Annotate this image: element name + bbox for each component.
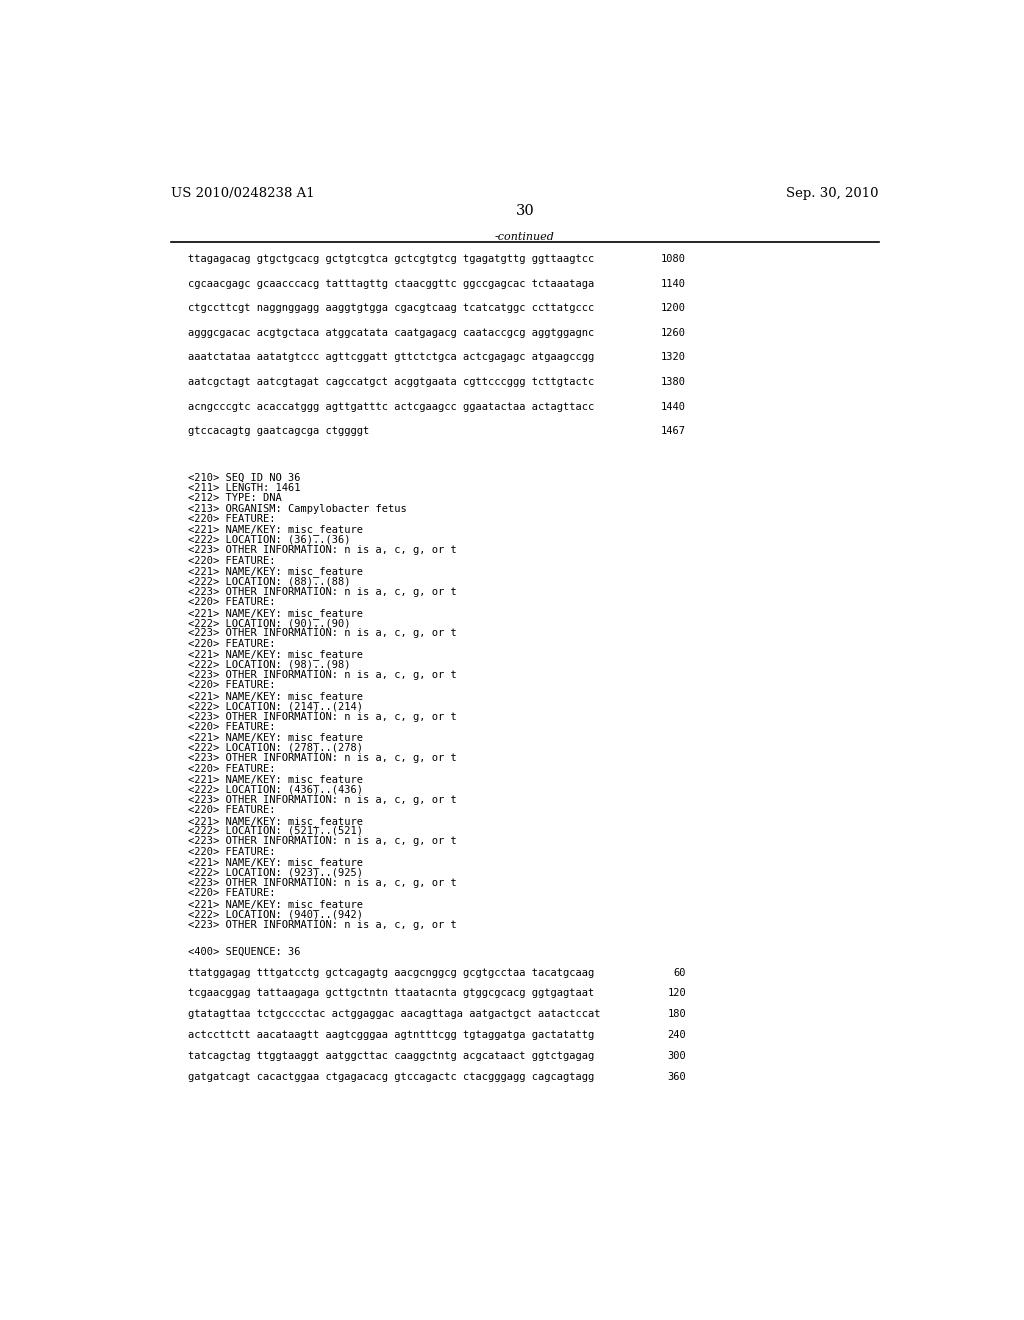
Text: <220> FEATURE:: <220> FEATURE:: [188, 598, 275, 607]
Text: <220> FEATURE:: <220> FEATURE:: [188, 805, 275, 816]
Text: Sep. 30, 2010: Sep. 30, 2010: [786, 187, 879, 199]
Text: <210> SEQ ID NO 36: <210> SEQ ID NO 36: [188, 473, 301, 483]
Text: <221> NAME/KEY: misc_feature: <221> NAME/KEY: misc_feature: [188, 816, 364, 826]
Text: <221> NAME/KEY: misc_feature: <221> NAME/KEY: misc_feature: [188, 566, 364, 577]
Text: aaatctataa aatatgtccc agttcggatt gttctctgca actcgagagc atgaagccgg: aaatctataa aatatgtccc agttcggatt gttctct…: [188, 352, 595, 363]
Text: 1320: 1320: [662, 352, 686, 363]
Text: 1467: 1467: [662, 426, 686, 437]
Text: 1200: 1200: [662, 304, 686, 313]
Text: ctgccttcgt naggnggagg aaggtgtgga cgacgtcaag tcatcatggc ccttatgccc: ctgccttcgt naggnggagg aaggtgtgga cgacgtc…: [188, 304, 595, 313]
Text: <223> OTHER INFORMATION: n is a, c, g, or t: <223> OTHER INFORMATION: n is a, c, g, o…: [188, 754, 457, 763]
Text: cgcaacgagc gcaacccacg tatttagttg ctaacggttc ggccgagcac tctaaataga: cgcaacgagc gcaacccacg tatttagttg ctaacgg…: [188, 279, 595, 289]
Text: acngcccgtc acaccatggg agttgatttc actcgaagcc ggaatactaa actagttacc: acngcccgtc acaccatggg agttgatttc actcgaa…: [188, 401, 595, 412]
Text: <221> NAME/KEY: misc_feature: <221> NAME/KEY: misc_feature: [188, 690, 364, 702]
Text: ttatggagag tttgatcctg gctcagagtg aacgcnggcg gcgtgcctaa tacatgcaag: ttatggagag tttgatcctg gctcagagtg aacgcng…: [188, 968, 595, 978]
Text: <223> OTHER INFORMATION: n is a, c, g, or t: <223> OTHER INFORMATION: n is a, c, g, o…: [188, 711, 457, 722]
Text: 1260: 1260: [662, 327, 686, 338]
Text: 30: 30: [515, 203, 535, 218]
Text: <221> NAME/KEY: misc_feature: <221> NAME/KEY: misc_feature: [188, 899, 364, 909]
Text: <222> LOCATION: (521)..(521): <222> LOCATION: (521)..(521): [188, 826, 364, 836]
Text: <213> ORGANISM: Campylobacter fetus: <213> ORGANISM: Campylobacter fetus: [188, 504, 408, 513]
Text: gtatagttaa tctgcccctac actggaggac aacagttaga aatgactgct aatactccat: gtatagttaa tctgcccctac actggaggac aacagt…: [188, 1010, 601, 1019]
Text: 180: 180: [668, 1010, 686, 1019]
Text: 60: 60: [674, 968, 686, 978]
Text: tatcagctag ttggtaaggt aatggcttac caaggctntg acgcataact ggtctgagag: tatcagctag ttggtaaggt aatggcttac caaggct…: [188, 1051, 595, 1061]
Text: <221> NAME/KEY: misc_feature: <221> NAME/KEY: misc_feature: [188, 649, 364, 660]
Text: <222> LOCATION: (940)..(942): <222> LOCATION: (940)..(942): [188, 909, 364, 919]
Text: actccttctt aacataagtt aagtcgggaa agtntttcgg tgtaggatga gactatattg: actccttctt aacataagtt aagtcgggaa agtnttt…: [188, 1030, 595, 1040]
Text: 120: 120: [668, 989, 686, 998]
Text: <212> TYPE: DNA: <212> TYPE: DNA: [188, 494, 283, 503]
Text: <223> OTHER INFORMATION: n is a, c, g, or t: <223> OTHER INFORMATION: n is a, c, g, o…: [188, 795, 457, 805]
Text: <211> LENGTH: 1461: <211> LENGTH: 1461: [188, 483, 301, 492]
Text: <220> FEATURE:: <220> FEATURE:: [188, 888, 275, 899]
Text: <400> SEQUENCE: 36: <400> SEQUENCE: 36: [188, 946, 301, 957]
Text: <223> OTHER INFORMATION: n is a, c, g, or t: <223> OTHER INFORMATION: n is a, c, g, o…: [188, 920, 457, 929]
Text: <223> OTHER INFORMATION: n is a, c, g, or t: <223> OTHER INFORMATION: n is a, c, g, o…: [188, 628, 457, 639]
Text: <222> LOCATION: (278)..(278): <222> LOCATION: (278)..(278): [188, 743, 364, 752]
Text: <220> FEATURE:: <220> FEATURE:: [188, 515, 275, 524]
Text: <220> FEATURE:: <220> FEATURE:: [188, 556, 275, 566]
Text: <220> FEATURE:: <220> FEATURE:: [188, 681, 275, 690]
Text: <223> OTHER INFORMATION: n is a, c, g, or t: <223> OTHER INFORMATION: n is a, c, g, o…: [188, 878, 457, 888]
Text: <223> OTHER INFORMATION: n is a, c, g, or t: <223> OTHER INFORMATION: n is a, c, g, o…: [188, 545, 457, 556]
Text: tcgaacggag tattaagaga gcttgctntn ttaatacnta gtggcgcacg ggtgagtaat: tcgaacggag tattaagaga gcttgctntn ttaatac…: [188, 989, 595, 998]
Text: <220> FEATURE:: <220> FEATURE:: [188, 639, 275, 649]
Text: <220> FEATURE:: <220> FEATURE:: [188, 763, 275, 774]
Text: gatgatcagt cacactggaa ctgagacacg gtccagactc ctacgggagg cagcagtagg: gatgatcagt cacactggaa ctgagacacg gtccaga…: [188, 1072, 595, 1081]
Text: <222> LOCATION: (88)..(88): <222> LOCATION: (88)..(88): [188, 577, 351, 586]
Text: <221> NAME/KEY: misc_feature: <221> NAME/KEY: misc_feature: [188, 774, 364, 785]
Text: 1380: 1380: [662, 378, 686, 387]
Text: -continued: -continued: [495, 231, 555, 242]
Text: <221> NAME/KEY: misc_feature: <221> NAME/KEY: misc_feature: [188, 607, 364, 619]
Text: 1140: 1140: [662, 279, 686, 289]
Text: <220> FEATURE:: <220> FEATURE:: [188, 722, 275, 733]
Text: <221> NAME/KEY: misc_feature: <221> NAME/KEY: misc_feature: [188, 857, 364, 869]
Text: <223> OTHER INFORMATION: n is a, c, g, or t: <223> OTHER INFORMATION: n is a, c, g, o…: [188, 671, 457, 680]
Text: <221> NAME/KEY: misc_feature: <221> NAME/KEY: misc_feature: [188, 524, 364, 536]
Text: 1080: 1080: [662, 253, 686, 264]
Text: 360: 360: [668, 1072, 686, 1081]
Text: agggcgacac acgtgctaca atggcatata caatgagacg caataccgcg aggtggagnc: agggcgacac acgtgctaca atggcatata caatgag…: [188, 327, 595, 338]
Text: <220> FEATURE:: <220> FEATURE:: [188, 847, 275, 857]
Text: <221> NAME/KEY: misc_feature: <221> NAME/KEY: misc_feature: [188, 733, 364, 743]
Text: 1440: 1440: [662, 401, 686, 412]
Text: <223> OTHER INFORMATION: n is a, c, g, or t: <223> OTHER INFORMATION: n is a, c, g, o…: [188, 837, 457, 846]
Text: 240: 240: [668, 1030, 686, 1040]
Text: <222> LOCATION: (436)..(436): <222> LOCATION: (436)..(436): [188, 784, 364, 795]
Text: US 2010/0248238 A1: US 2010/0248238 A1: [171, 187, 314, 199]
Text: gtccacagtg gaatcagcga ctggggt: gtccacagtg gaatcagcga ctggggt: [188, 426, 370, 437]
Text: <222> LOCATION: (214)..(214): <222> LOCATION: (214)..(214): [188, 701, 364, 711]
Text: <222> LOCATION: (90)..(90): <222> LOCATION: (90)..(90): [188, 618, 351, 628]
Text: ttagagacag gtgctgcacg gctgtcgtca gctcgtgtcg tgagatgttg ggttaagtcc: ttagagacag gtgctgcacg gctgtcgtca gctcgtg…: [188, 253, 595, 264]
Text: aatcgctagt aatcgtagat cagccatgct acggtgaata cgttcccggg tcttgtactc: aatcgctagt aatcgtagat cagccatgct acggtga…: [188, 378, 595, 387]
Text: <222> LOCATION: (923)..(925): <222> LOCATION: (923)..(925): [188, 867, 364, 878]
Text: 300: 300: [668, 1051, 686, 1061]
Text: <222> LOCATION: (98)..(98): <222> LOCATION: (98)..(98): [188, 660, 351, 669]
Text: <223> OTHER INFORMATION: n is a, c, g, or t: <223> OTHER INFORMATION: n is a, c, g, o…: [188, 587, 457, 597]
Text: <222> LOCATION: (36)..(36): <222> LOCATION: (36)..(36): [188, 535, 351, 545]
